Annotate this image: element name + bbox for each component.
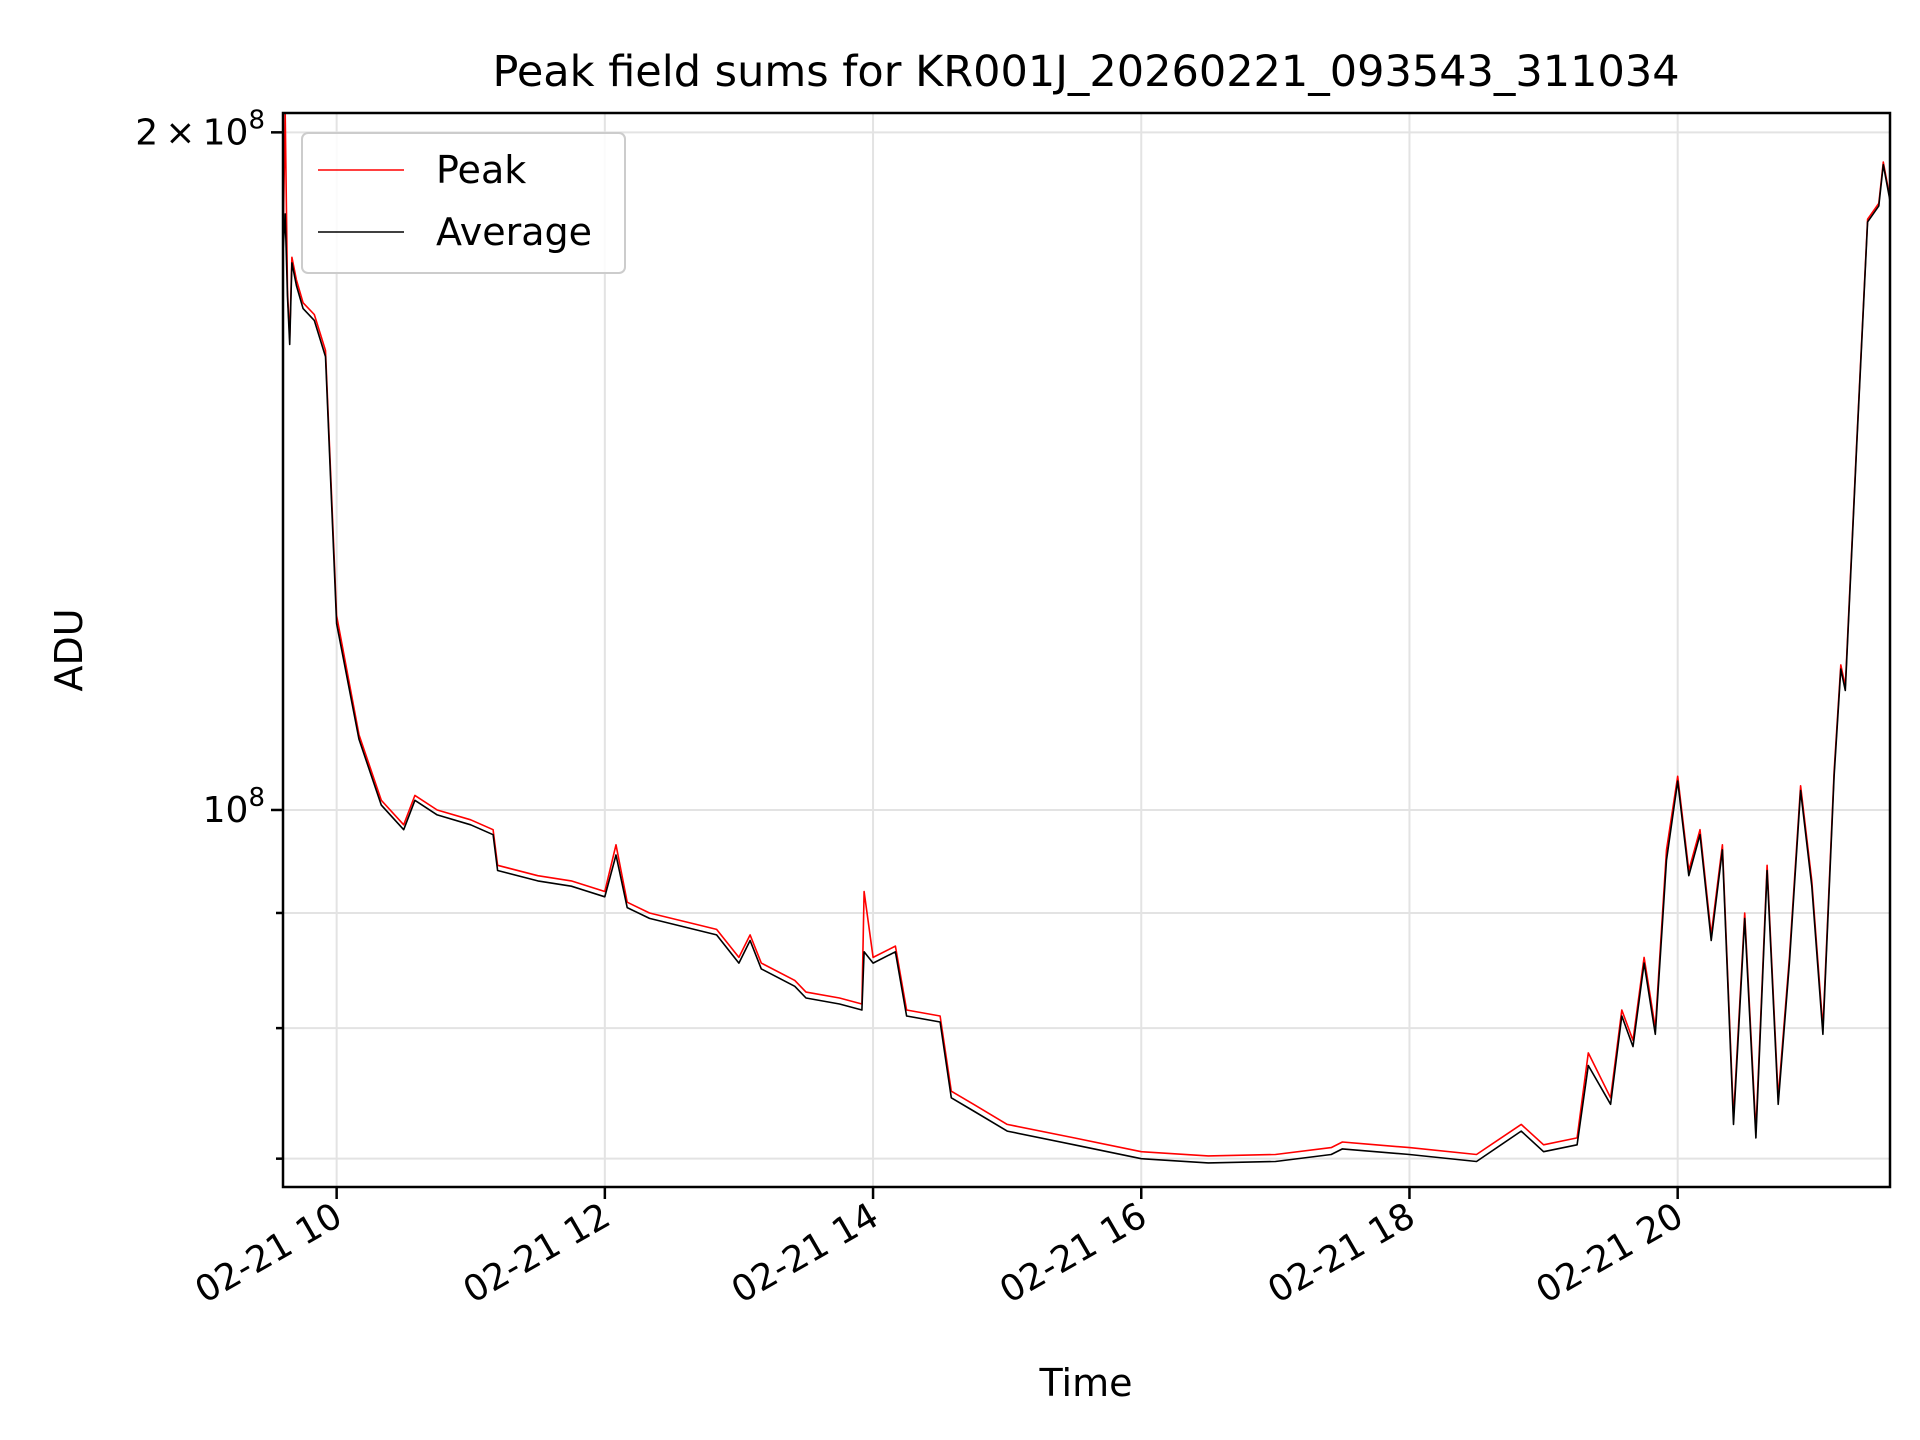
y-axis-label: ADU	[47, 608, 91, 691]
legend-label-peak: Peak	[436, 148, 526, 192]
x-gridlines	[335, 113, 1679, 1187]
x-tick-label: 02-21 12	[457, 1195, 618, 1311]
chart-title: Peak field sums for KR001J_20260221_0935…	[492, 47, 1679, 97]
legend-label-average: Average	[436, 210, 592, 254]
x-tick-label: 02-21 20	[1529, 1195, 1690, 1311]
x-tick-label: 02-21 18	[1261, 1195, 1422, 1311]
legend: Peak Average	[301, 132, 626, 274]
legend-box	[301, 132, 626, 274]
series-line-average	[282, 163, 1891, 1164]
x-axis-ticks: 02-21 10 02-21 12 02-21 14 02-21 16 02-21 18…	[188, 1187, 1690, 1312]
y-tick-label: 2 × 108	[135, 105, 265, 153]
x-tick-label: 02-21 14	[725, 1195, 886, 1311]
plot-area-frame	[281, 111, 1892, 1189]
y-gridlines	[283, 131, 1890, 1160]
x-axis-label: Time	[1039, 1361, 1133, 1405]
series-layer	[282, 112, 1891, 1164]
x-tick-label: 02-21 10	[188, 1195, 349, 1311]
y-tick-label: 108	[203, 783, 265, 831]
y-axis-ticks: 2 × 108 108	[135, 105, 283, 1160]
x-tick-label: 02-21 16	[993, 1195, 1154, 1311]
